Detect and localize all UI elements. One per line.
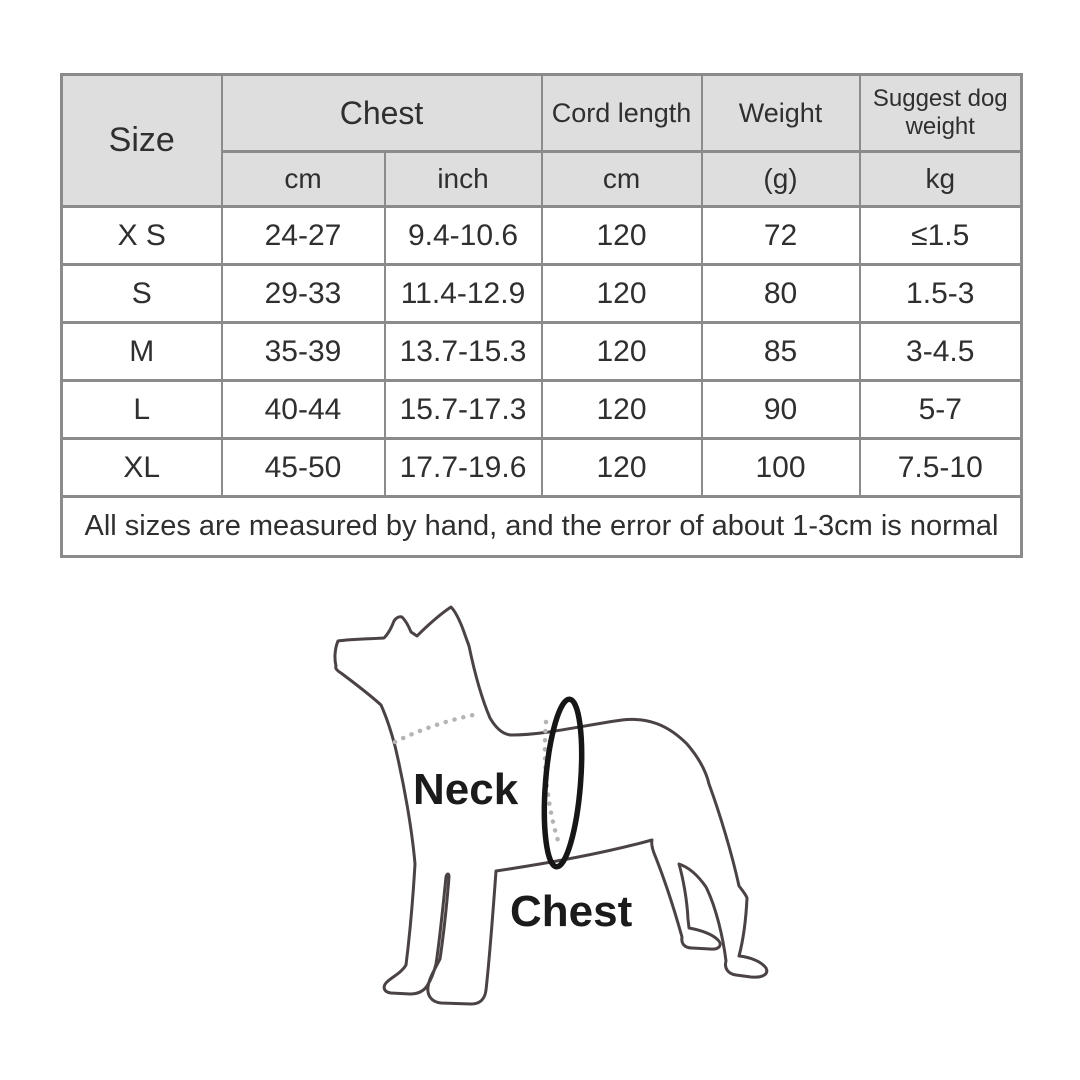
- dog-measurement-diagram: Neck Chest: [300, 588, 780, 1048]
- table-row-m: M 35-39 13.7-15.3 120 85 3-4.5: [60, 321, 1023, 382]
- cell-chest-cm: 29-33: [220, 263, 386, 324]
- cell-chest-inch: 17.7-19.6: [383, 437, 543, 498]
- cell-chest-inch: 15.7-17.3: [383, 379, 543, 440]
- cell-size: X S: [60, 205, 223, 266]
- cell-weight: 72: [700, 205, 861, 266]
- cell-chest-inch: 13.7-15.3: [383, 321, 543, 382]
- cell-dog-weight: 3-4.5: [858, 321, 1023, 382]
- table-row-l: L 40-44 15.7-17.3 120 90 5-7: [60, 379, 1023, 440]
- cell-cord-length: 120: [540, 321, 703, 382]
- neck-dotted-line: [392, 711, 481, 745]
- table-row-xs: X S 24-27 9.4-10.6 120 72 ≤1.5: [60, 205, 1023, 266]
- cell-cord-length: 120: [540, 263, 703, 324]
- cell-weight: 90: [700, 379, 861, 440]
- cell-chest-inch: 9.4-10.6: [383, 205, 543, 266]
- unit-chest-inch: inch: [383, 150, 543, 208]
- header-suggest-dog-weight: Suggest dog weight: [858, 73, 1023, 153]
- dog-outline: [333, 605, 769, 1006]
- unit-chest-cm: cm: [220, 150, 386, 208]
- unit-suggest-kg: kg: [858, 150, 1023, 208]
- cell-size: XL: [60, 437, 223, 498]
- cell-weight: 100: [700, 437, 861, 498]
- cell-dog-weight: 7.5-10: [858, 437, 1023, 498]
- neck-label: Neck: [413, 765, 519, 814]
- cell-dog-weight: 1.5-3: [858, 263, 1023, 324]
- table-row-xl: XL 45-50 17.7-19.6 120 100 7.5-10: [60, 437, 1023, 498]
- unit-cord-cm: cm: [540, 150, 703, 208]
- unit-weight-g: (g): [700, 150, 861, 208]
- chest-measure-ellipse: [541, 696, 585, 870]
- cell-chest-inch: 11.4-12.9: [383, 263, 543, 324]
- cell-dog-weight: ≤1.5: [858, 205, 1023, 266]
- cell-weight: 80: [700, 263, 861, 324]
- table-row-note: All sizes are measured by hand, and the …: [60, 495, 1023, 558]
- cell-cord-length: 120: [540, 437, 703, 498]
- cell-size: M: [60, 321, 223, 382]
- table-row-s: S 29-33 11.4-12.9 120 80 1.5-3: [60, 263, 1023, 324]
- cell-weight: 85: [700, 321, 861, 382]
- chest-label: Chest: [510, 887, 633, 936]
- header-chest: Chest: [220, 73, 543, 153]
- header-cord-length: Cord length: [540, 73, 703, 153]
- cell-size: L: [60, 379, 223, 440]
- dog-diagram-svg: Neck Chest: [333, 605, 769, 1006]
- cell-chest-cm: 24-27: [220, 205, 386, 266]
- cell-cord-length: 120: [540, 379, 703, 440]
- cell-cord-length: 120: [540, 205, 703, 266]
- cell-chest-cm: 40-44: [220, 379, 386, 440]
- measurement-note: All sizes are measured by hand, and the …: [60, 495, 1023, 558]
- header-weight: Weight: [700, 73, 861, 153]
- cell-size: S: [60, 263, 223, 324]
- header-row-labels: Size Chest Cord length Weight Suggest do…: [60, 73, 1023, 208]
- header-row-units: cm inch cm (g) kg: [62, 150, 1023, 208]
- cell-chest-cm: 35-39: [220, 321, 386, 382]
- size-table: Size Chest Cord length Weight Suggest do…: [60, 73, 1023, 558]
- cell-chest-cm: 45-50: [220, 437, 386, 498]
- header-size: Size: [60, 73, 223, 208]
- cell-dog-weight: 5-7: [858, 379, 1023, 440]
